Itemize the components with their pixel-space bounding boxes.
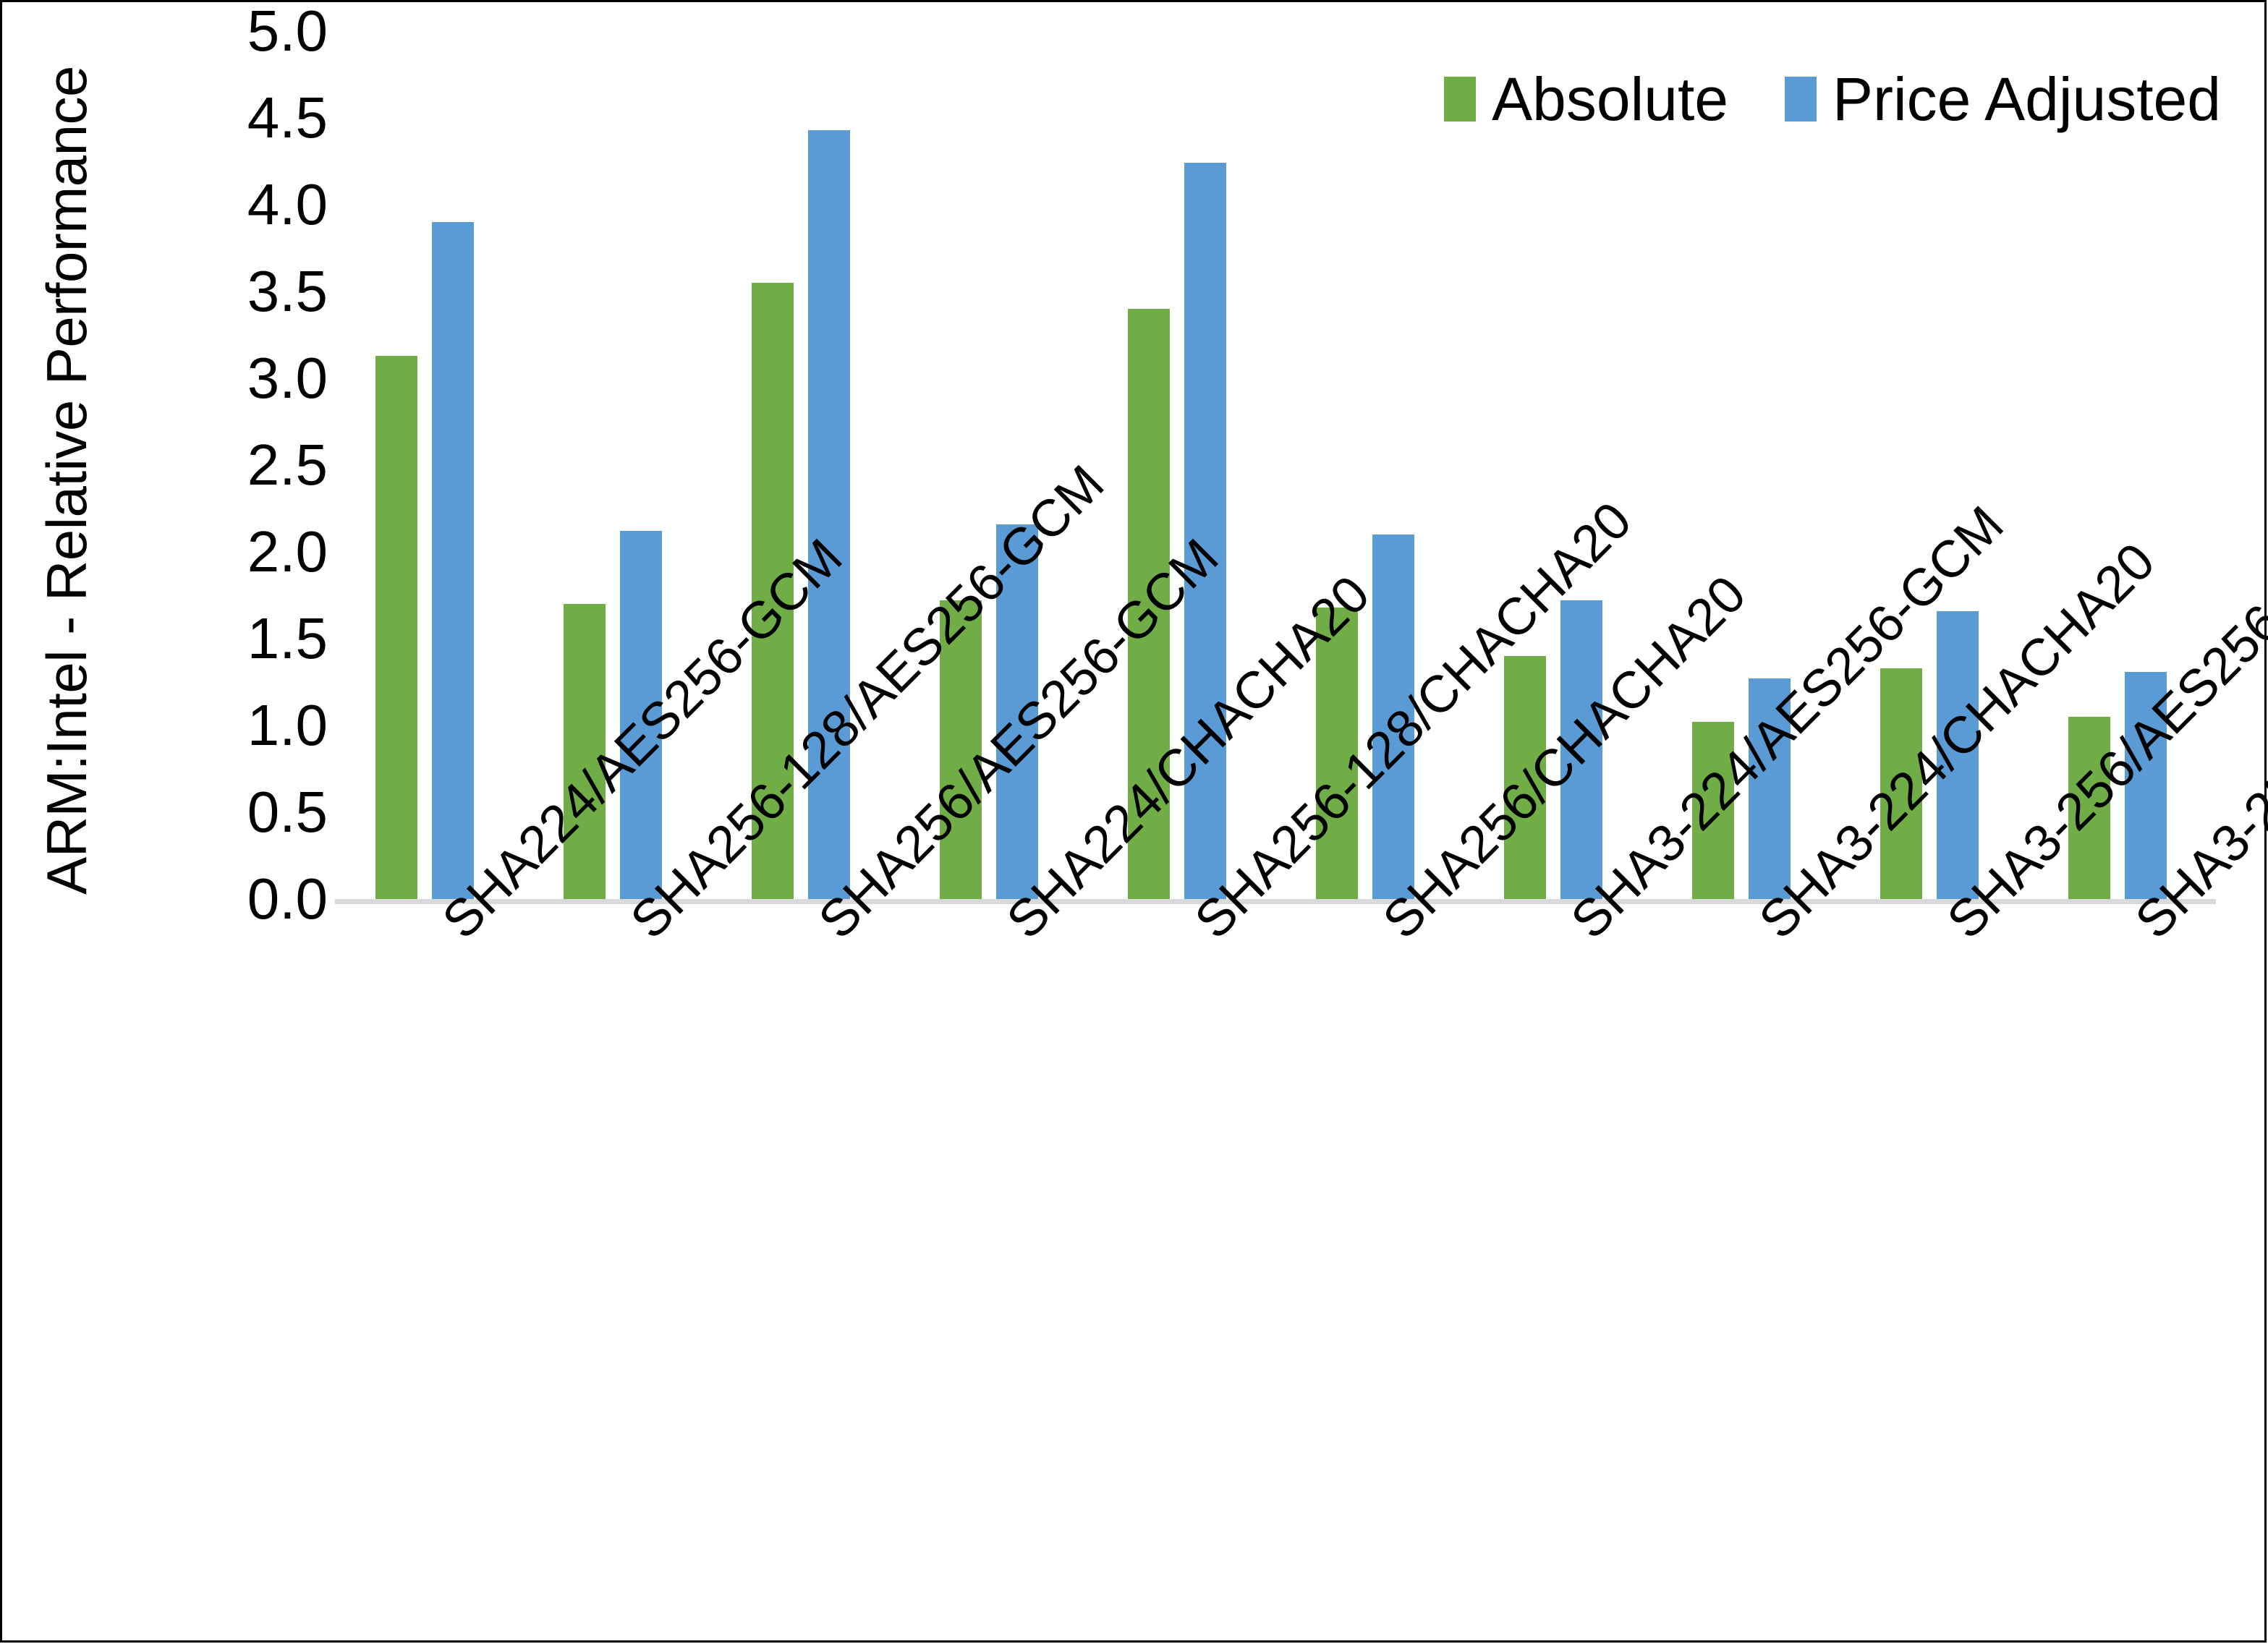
x-axis-tick-label: SHA3-256/CHACHA20: [2124, 532, 2268, 950]
y-axis-tick-label: 0.5: [247, 780, 328, 844]
y-axis-tick-label: 3.0: [247, 346, 328, 410]
legend-swatch-icon: [1785, 77, 1817, 122]
legend-item-absolute[interactable]: Absolute: [1444, 69, 1728, 129]
bar-group: [523, 31, 711, 899]
bar-group: [1087, 31, 1275, 899]
bar-price-adjusted[interactable]: [1372, 534, 1414, 899]
bar-price-adjusted[interactable]: [996, 524, 1038, 899]
bar-price-adjusted[interactable]: [808, 129, 850, 899]
x-axis-baseline: [335, 899, 2216, 904]
y-axis-title: ARM:Intel - Relative Performance: [35, 66, 99, 895]
y-axis-tick-label: 2.0: [247, 519, 328, 584]
bar-absolute[interactable]: [940, 600, 982, 899]
bar-group: [1840, 31, 2028, 899]
y-axis-tick-label: 0.0: [247, 866, 328, 931]
legend-label: Price Adjusted: [1832, 65, 2221, 133]
chart-legend: Absolute Price Adjusted: [1444, 69, 2221, 129]
bar-absolute[interactable]: [564, 604, 606, 899]
bar-group: [2028, 31, 2216, 899]
bar-price-adjusted[interactable]: [620, 531, 662, 899]
x-axis-tick-label: SHA256-128/CHACHA20: [1184, 491, 1643, 950]
bar-price-adjusted[interactable]: [1184, 163, 1226, 899]
bar-group: [1275, 31, 1464, 899]
bar-absolute[interactable]: [1128, 309, 1170, 899]
bar-absolute[interactable]: [752, 283, 794, 899]
x-axis-tick-label: SHA256/CHACHA20: [1372, 565, 1757, 950]
bar-price-adjusted[interactable]: [1937, 610, 1979, 899]
x-axis-tick-label: SHA256-128/AES256-GCM: [619, 454, 1116, 950]
y-axis-tick-label: 1.5: [247, 606, 328, 670]
bar-absolute[interactable]: [1692, 722, 1734, 899]
bar-absolute[interactable]: [2068, 717, 2110, 899]
bar-absolute[interactable]: [1316, 607, 1358, 899]
y-axis-tick-label: 3.5: [247, 259, 328, 323]
bar-group: [1652, 31, 1840, 899]
bar-price-adjusted[interactable]: [2125, 671, 2167, 899]
bar-group: [711, 31, 899, 899]
bar-absolute[interactable]: [1880, 668, 1922, 899]
x-axis-tick-label: SHA3-256/AES256-GCM: [1937, 495, 2268, 950]
bar-absolute[interactable]: [375, 355, 417, 899]
y-axis-tick-label: 2.5: [247, 433, 328, 497]
plot-area: [335, 31, 2216, 904]
x-axis-tick-label: SHA3-224/AES256-GCM: [1560, 495, 2015, 950]
legend-item-price-adjusted[interactable]: Price Adjusted: [1785, 69, 2221, 129]
y-axis-tick-label: 1.0: [247, 693, 328, 757]
x-axis-tick-label: SHA224/CHACHA20: [996, 565, 1381, 950]
x-axis-tick-label: SHA3-224/CHACHA20: [1748, 532, 2166, 950]
y-axis-tick-label: 5.0: [247, 0, 328, 63]
bar-group: [899, 31, 1087, 899]
y-axis-tick-labels: 5.0 4.5 4.0 3.5 3.0 2.5 2.0 1.5 1.0 0.5 0.0: [154, 2, 328, 928]
bar-price-adjusted[interactable]: [1560, 600, 1602, 899]
bar-absolute[interactable]: [1504, 656, 1546, 899]
x-axis-tick-labels: SHA224/AES256-GCM SHA256-128/AES256-GCM SH…: [335, 454, 2268, 1619]
legend-label: Absolute: [1492, 65, 1729, 133]
x-axis-tick-label: SHA256/AES256-GCM: [807, 528, 1230, 950]
y-axis-tick-label: 4.5: [247, 85, 328, 150]
bar-group: [1464, 31, 1652, 899]
x-axis-tick-label: SHA224/AES256-GCM: [431, 528, 854, 950]
bar-group: [335, 31, 523, 899]
y-axis-tick-label: 4.0: [247, 172, 328, 237]
legend-swatch-icon: [1444, 77, 1477, 122]
bar-price-adjusted[interactable]: [1749, 678, 1791, 899]
bar-price-adjusted[interactable]: [432, 222, 474, 899]
